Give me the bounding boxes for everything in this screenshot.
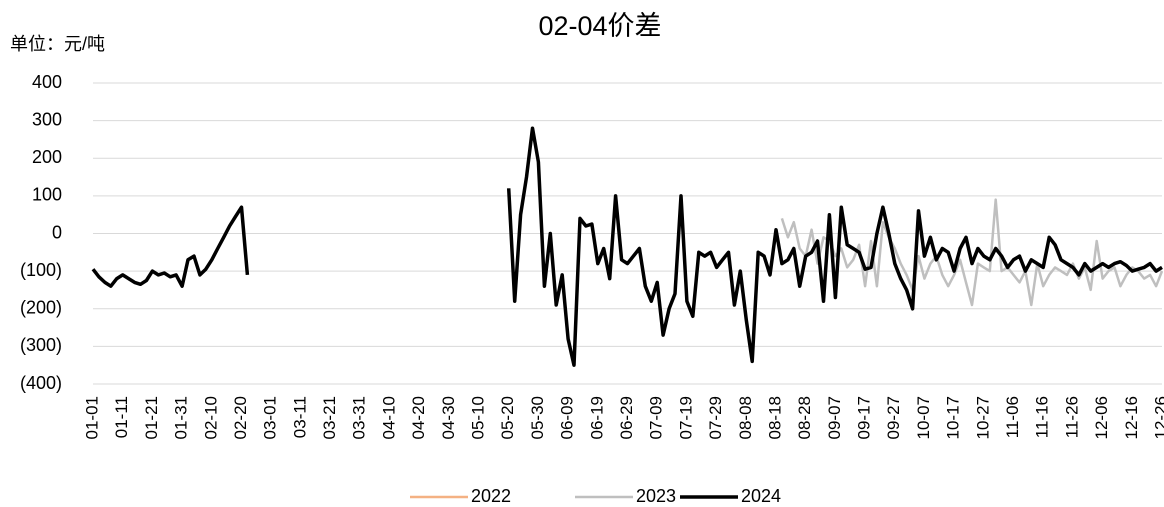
unit-label: 单位：元/吨: [10, 34, 105, 54]
x-tick-label: 01-01: [82, 396, 101, 439]
y-tick-label: 100: [32, 185, 62, 205]
x-tick-label: 10-07: [914, 396, 933, 439]
x-tick-label: 03-21: [320, 396, 339, 439]
legend-label: 2024: [741, 486, 781, 506]
x-tick-label: 10-17: [944, 396, 963, 439]
x-tick-label: 06-09: [558, 396, 577, 439]
x-tick-label: 02-10: [201, 396, 220, 439]
x-tick-label: 11-26: [1062, 396, 1081, 438]
x-tick-label: 05-10: [469, 396, 488, 439]
y-tick-label: 200: [32, 147, 62, 167]
x-tick-label: 09-07: [825, 396, 844, 439]
x-tick-label: 06-29: [617, 396, 636, 439]
x-tick-label: 12-26: [1151, 396, 1164, 439]
x-tick-label: 06-19: [587, 396, 606, 439]
x-tick-label: 08-18: [765, 396, 784, 439]
line-series: [506, 126, 1163, 367]
y-tick-label: (200): [20, 298, 62, 318]
y-tick-label: (100): [20, 260, 62, 280]
line-series: [780, 198, 1164, 307]
x-tick-label: 07-29: [706, 396, 725, 439]
y-tick-label: 300: [32, 109, 62, 129]
x-tick-label: 11-16: [1033, 396, 1052, 438]
x-tick-label: 08-08: [736, 396, 755, 439]
x-tick-label: 03-01: [261, 396, 280, 439]
x-tick-label: 02-20: [231, 396, 250, 439]
y-tick-label: 0: [52, 222, 62, 242]
legend-label: 2022: [471, 486, 511, 506]
y-tick-label: 400: [32, 72, 62, 92]
x-tick-label: 03-11: [290, 396, 309, 438]
x-tick-label: 12-06: [1092, 396, 1111, 439]
x-tick-label: 07-19: [676, 396, 695, 439]
y-tick-label: (300): [20, 335, 62, 355]
x-tick-label: 04-30: [439, 396, 458, 439]
x-tick-label: 07-09: [647, 396, 666, 439]
x-tick-label: 01-11: [112, 396, 131, 438]
x-tick-label: 09-27: [884, 396, 903, 439]
x-tick-label: 04-20: [409, 396, 428, 439]
y-tick-label: (400): [20, 373, 62, 393]
chart-title: 02-04价差: [538, 11, 661, 41]
x-tick-label: 03-31: [350, 396, 369, 439]
line-series: [91, 205, 250, 288]
x-tick-label: 05-20: [498, 396, 517, 439]
x-tick-label: 10-27: [973, 396, 992, 439]
legend-label: 2023: [636, 486, 676, 506]
x-tick-label: 01-31: [172, 396, 191, 439]
x-tick-label: 05-30: [528, 396, 547, 439]
x-tick-label: 01-21: [142, 396, 161, 439]
x-tick-label: 08-28: [795, 396, 814, 439]
x-tick-label: 12-16: [1122, 396, 1141, 439]
x-tick-label: 11-06: [1003, 396, 1022, 438]
x-tick-label: 04-10: [379, 396, 398, 439]
x-tick-label: 09-17: [855, 396, 874, 439]
